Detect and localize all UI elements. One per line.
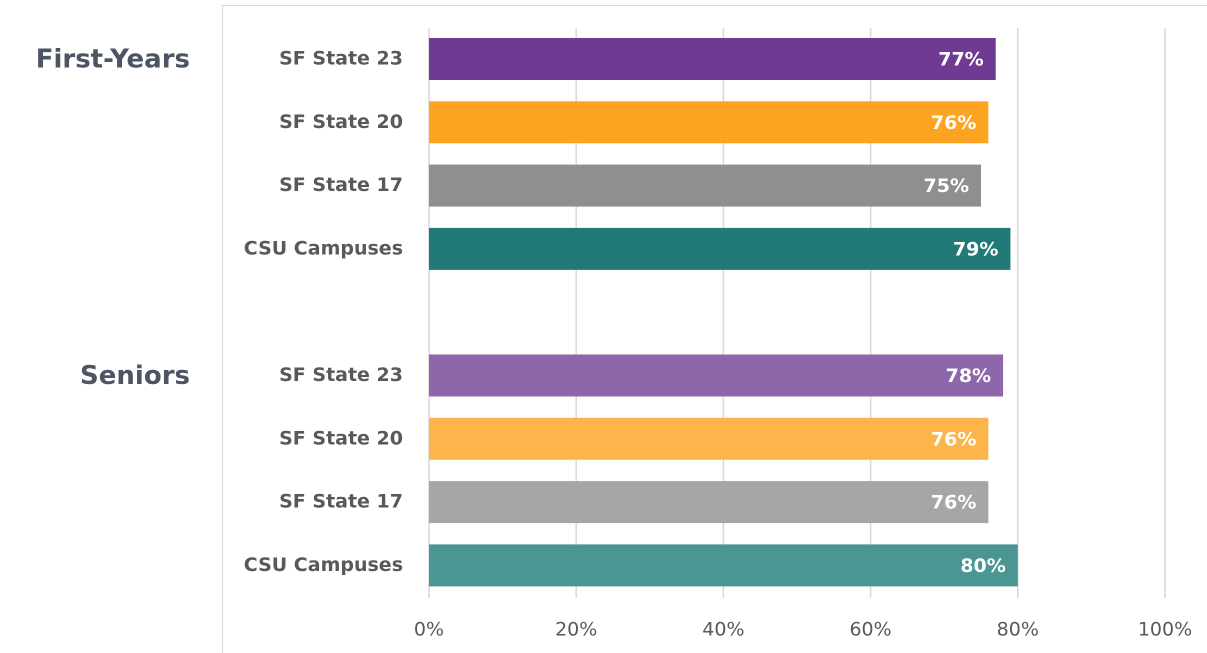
value-label: 80% (960, 555, 1005, 577)
bar (429, 227, 1011, 270)
category-label: CSU Campuses (244, 237, 403, 259)
value-label: 76% (931, 112, 976, 134)
group-label: Seniors (80, 361, 190, 391)
value-label: 77% (938, 49, 983, 71)
group-label: First-Years (36, 45, 190, 75)
value-label: 75% (924, 175, 969, 197)
value-label: 76% (931, 428, 976, 450)
x-tick-label: 40% (702, 619, 744, 641)
category-label: SF State 17 (279, 174, 403, 196)
x-tick-label: 100% (1138, 619, 1192, 641)
value-label: 79% (953, 238, 998, 260)
x-tick-label: 20% (555, 619, 597, 641)
bar (429, 164, 981, 207)
category-label: SF State 20 (279, 111, 403, 133)
bar (429, 38, 996, 80)
category-label: SF State 17 (279, 491, 403, 513)
category-label: SF State 20 (279, 427, 403, 449)
x-tick-label: 80% (997, 619, 1039, 641)
x-tick-label: 0% (414, 619, 444, 641)
bar (429, 481, 989, 524)
x-tick-label: 60% (849, 619, 891, 641)
bar (429, 101, 989, 144)
category-label: SF State 23 (279, 48, 403, 70)
value-label: 76% (931, 492, 976, 514)
bar (429, 544, 1018, 587)
category-label: CSU Campuses (244, 554, 403, 576)
value-label: 78% (946, 365, 991, 387)
bar (429, 354, 1004, 397)
bar (429, 417, 989, 460)
category-label: SF State 23 (279, 364, 403, 386)
